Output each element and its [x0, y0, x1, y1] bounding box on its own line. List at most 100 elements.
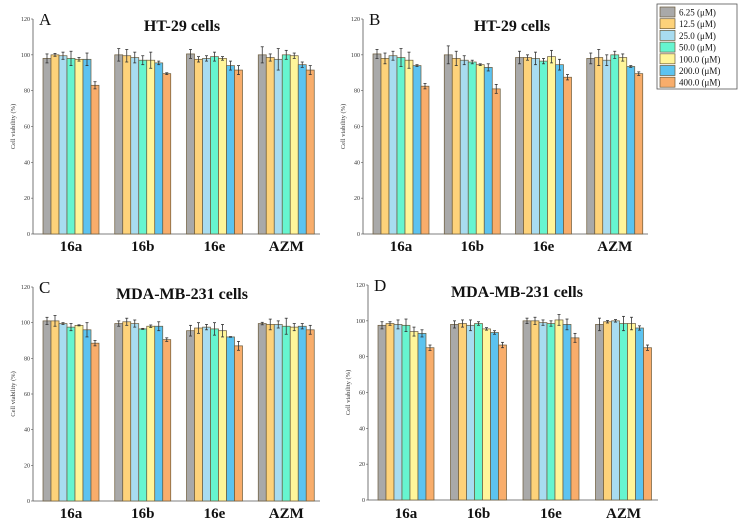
category-label: 16e: [533, 239, 555, 255]
category-label: AZM: [606, 506, 641, 522]
legend-entry: 12.5 (μM): [679, 19, 716, 29]
legend-swatch: [659, 76, 676, 88]
y-tick-label: 60: [354, 125, 360, 131]
bar-16a-0: [372, 53, 382, 235]
y-tick-label: 60: [24, 392, 30, 398]
bar-16b-3: [474, 323, 483, 501]
category-label: 16e: [204, 506, 226, 522]
bar-16a-3: [396, 57, 406, 235]
bar-16e-5: [226, 65, 235, 235]
bar-AZM-0: [257, 323, 267, 502]
bar-16b-1: [458, 323, 467, 501]
legend-entry: 25.0 (μM): [679, 31, 716, 41]
bar-16e-5: [555, 64, 564, 235]
bar-AZM-6: [305, 329, 315, 502]
y-axis-label: Cell viability (%): [10, 371, 17, 417]
legend-entry: 200.0 (μM): [679, 66, 720, 76]
bar-16a-3: [66, 326, 76, 502]
bar-16a-2: [393, 324, 403, 501]
bar-16b-6: [162, 73, 172, 235]
bar-16b-5: [483, 67, 493, 235]
bar-AZM-1: [603, 321, 612, 501]
y-tick-label: 40: [24, 428, 30, 434]
y-tick-label: 120: [21, 17, 30, 23]
bar-16e-1: [530, 320, 540, 501]
bar-16b-6: [498, 344, 507, 501]
y-tick-label: 80: [354, 89, 360, 95]
bar-16a-0: [377, 324, 387, 501]
bar-16e-2: [202, 58, 211, 235]
bar-16a-6: [425, 347, 435, 501]
bar-16e-3: [210, 328, 219, 502]
category-label: AZM: [269, 506, 304, 522]
y-tick-label: 60: [359, 391, 365, 397]
bar-16e-2: [531, 58, 540, 235]
y-tick-label: 20: [24, 463, 30, 469]
bar-16a-1: [50, 320, 60, 502]
bar-AZM-5: [297, 325, 307, 502]
category-label: AZM: [597, 239, 632, 255]
bar-16b-2: [459, 59, 469, 235]
bar-16a-5: [412, 65, 422, 235]
bar-16b-6: [162, 339, 172, 502]
bar-AZM-0: [595, 324, 604, 501]
bar-16e-4: [218, 330, 227, 502]
category-label: 16e: [204, 239, 226, 255]
bar-16a-6: [90, 342, 100, 502]
y-tick-label: 20: [354, 196, 360, 202]
legend-entry: 50.0 (μM): [679, 43, 716, 53]
bar-16b-4: [146, 59, 156, 235]
panel-title: HT-29 cells: [474, 18, 550, 35]
bar-16e-6: [234, 345, 243, 502]
bar-16b-5: [154, 325, 164, 502]
bar-AZM-6: [634, 73, 644, 235]
bar-16b-4: [475, 64, 485, 235]
bar-AZM-0: [586, 58, 596, 235]
y-tick-label: 100: [356, 319, 365, 325]
y-tick-label: 120: [351, 17, 360, 23]
bar-AZM-4: [289, 326, 299, 502]
category-label: AZM: [269, 239, 304, 255]
legend-swatch: [659, 18, 676, 30]
bar-16b-0: [443, 54, 453, 235]
y-tick-label: 120: [21, 285, 30, 291]
legend-entry: 400.0 (μM): [679, 78, 720, 88]
bar-16b-2: [130, 323, 140, 502]
bar-16b-1: [122, 55, 132, 235]
bar-AZM-4: [618, 57, 628, 235]
bar-16a-3: [66, 58, 76, 235]
bar-16e-5: [226, 336, 235, 502]
bar-16a-6: [90, 84, 100, 235]
panel-d: 0 20 40 60 80 100 120 Cell viability (%) D MDA-MB…: [345, 276, 658, 522]
y-tick-label: 40: [359, 426, 365, 432]
bar-16e-6: [234, 69, 243, 235]
bar-16a-4: [404, 59, 414, 235]
y-tick-label: 20: [359, 462, 365, 468]
category-label: 16b: [131, 506, 154, 522]
bar-16b-5: [154, 62, 164, 235]
bar-16a-2: [388, 55, 398, 235]
bar-16a-4: [74, 58, 84, 235]
bar-AZM-3: [281, 325, 291, 502]
panel-label: A: [39, 10, 52, 29]
bar-AZM-3: [619, 323, 628, 501]
bar-16a-1: [50, 54, 60, 235]
bar-AZM-6: [643, 347, 652, 501]
bar-16a-0: [42, 58, 52, 235]
bar-16e-3: [546, 323, 556, 501]
bar-16e-0: [515, 57, 524, 235]
bar-16e-3: [210, 56, 219, 235]
bar-16b-0: [450, 324, 459, 501]
legend-entry: 100.0 (μM): [679, 54, 720, 64]
bar-16b-1: [122, 321, 132, 502]
y-axis-label: Cell viability (%): [345, 370, 352, 416]
y-axis-label: Cell viability (%): [10, 104, 17, 150]
y-tick-label: 60: [24, 125, 30, 131]
category-label: 16b: [467, 506, 490, 522]
panel-label: B: [369, 10, 380, 29]
panel-label: D: [374, 276, 386, 295]
bar-16a-6: [420, 85, 430, 235]
y-tick-label: 40: [354, 160, 360, 166]
legend-swatch: [659, 6, 676, 18]
bar-16a-5: [82, 58, 92, 235]
